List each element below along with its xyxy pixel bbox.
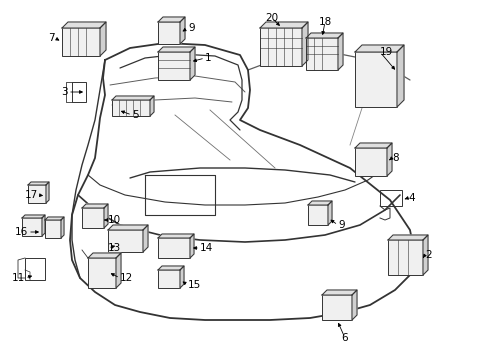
Text: 16: 16 xyxy=(15,227,28,237)
Polygon shape xyxy=(158,17,184,22)
Bar xyxy=(112,100,150,116)
Bar xyxy=(305,38,337,70)
Bar xyxy=(72,82,86,102)
Text: 8: 8 xyxy=(391,153,398,163)
Polygon shape xyxy=(142,225,148,252)
Bar xyxy=(25,258,45,280)
Polygon shape xyxy=(302,22,307,66)
Polygon shape xyxy=(180,266,183,288)
Polygon shape xyxy=(61,217,64,238)
Polygon shape xyxy=(387,235,427,240)
Text: 12: 12 xyxy=(120,273,133,283)
Polygon shape xyxy=(396,45,403,107)
Polygon shape xyxy=(190,47,195,80)
Bar xyxy=(260,28,302,66)
Bar xyxy=(28,185,46,203)
Text: 5: 5 xyxy=(132,110,138,120)
Bar xyxy=(387,240,422,275)
Bar xyxy=(158,238,190,258)
Text: 20: 20 xyxy=(265,13,278,23)
Polygon shape xyxy=(321,290,356,295)
Polygon shape xyxy=(386,143,391,176)
Polygon shape xyxy=(108,225,148,230)
Text: 1: 1 xyxy=(204,53,211,63)
Text: 9: 9 xyxy=(187,23,194,33)
Polygon shape xyxy=(116,253,121,288)
Bar xyxy=(108,230,142,252)
Bar xyxy=(45,220,61,238)
Polygon shape xyxy=(190,234,194,258)
Polygon shape xyxy=(158,47,195,52)
Polygon shape xyxy=(45,217,64,220)
Polygon shape xyxy=(422,235,427,275)
Polygon shape xyxy=(62,22,106,28)
Polygon shape xyxy=(42,215,45,236)
Polygon shape xyxy=(260,22,307,28)
Bar xyxy=(62,28,100,56)
Text: 6: 6 xyxy=(341,333,347,343)
Text: 19: 19 xyxy=(379,47,392,57)
Polygon shape xyxy=(82,204,108,208)
Polygon shape xyxy=(150,96,154,116)
Polygon shape xyxy=(305,33,342,38)
Bar xyxy=(158,52,190,80)
Text: 11: 11 xyxy=(12,273,25,283)
Text: 3: 3 xyxy=(61,87,68,97)
Polygon shape xyxy=(180,17,184,44)
Bar xyxy=(354,148,386,176)
Bar xyxy=(88,258,116,288)
Bar xyxy=(158,270,180,288)
Polygon shape xyxy=(100,22,106,56)
Polygon shape xyxy=(307,201,331,205)
Polygon shape xyxy=(337,33,342,70)
Text: 7: 7 xyxy=(48,33,55,43)
Polygon shape xyxy=(354,143,391,148)
Text: 15: 15 xyxy=(187,280,201,290)
Text: 17: 17 xyxy=(25,190,38,200)
Polygon shape xyxy=(112,96,154,100)
Polygon shape xyxy=(351,290,356,320)
Text: 10: 10 xyxy=(108,215,121,225)
Text: 18: 18 xyxy=(318,17,331,27)
Text: 4: 4 xyxy=(407,193,414,203)
Bar xyxy=(321,295,351,320)
Text: 2: 2 xyxy=(424,250,431,260)
Bar xyxy=(379,190,401,206)
Polygon shape xyxy=(46,182,49,203)
Bar xyxy=(307,205,327,225)
Polygon shape xyxy=(158,234,194,238)
Polygon shape xyxy=(104,204,108,228)
Bar xyxy=(354,52,396,107)
Polygon shape xyxy=(327,201,331,225)
Polygon shape xyxy=(158,266,183,270)
Text: 13: 13 xyxy=(108,243,121,253)
Bar xyxy=(82,208,104,228)
Polygon shape xyxy=(22,215,45,218)
Bar xyxy=(22,218,42,236)
Bar xyxy=(158,22,180,44)
Polygon shape xyxy=(354,45,403,52)
Text: 9: 9 xyxy=(337,220,344,230)
Text: 14: 14 xyxy=(200,243,213,253)
Polygon shape xyxy=(28,182,49,185)
Polygon shape xyxy=(88,253,121,258)
